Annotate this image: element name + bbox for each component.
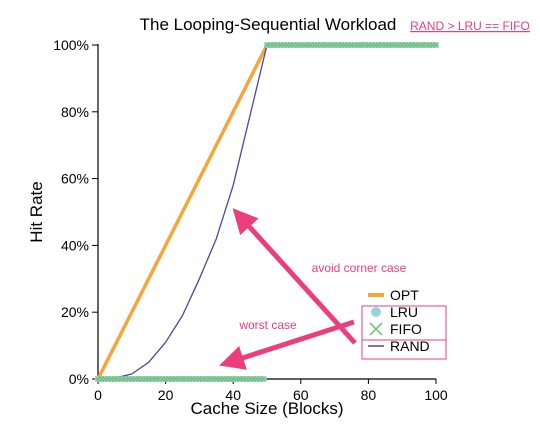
y-tick-label: 0% — [69, 371, 89, 387]
x-tick-label: 20 — [158, 387, 174, 403]
y-tick-label: 20% — [61, 304, 89, 320]
legend-label-fifo: FIFO — [390, 321, 422, 337]
x-tick-label: 100 — [424, 387, 448, 403]
legend-label-rand: RAND — [390, 338, 430, 354]
annotation-top-note: RAND > LRU == FIFO — [410, 19, 530, 33]
y-tick-label: 100% — [53, 37, 89, 53]
legend-label-lru: LRU — [390, 304, 418, 320]
y-tick-label: 80% — [61, 104, 89, 120]
x-tick-label: 40 — [225, 387, 241, 403]
y-axis-title: Hit Rate — [27, 181, 46, 242]
point-fifo — [433, 42, 439, 48]
y-tick-group: 0% 20% 40% 60% 80% 100% — [53, 37, 98, 387]
annotation-avoid-corner-case: avoid corner case — [312, 261, 407, 275]
x-tick-label: 60 — [293, 387, 309, 403]
point-fifo — [260, 376, 267, 382]
y-tick-label: 60% — [61, 171, 89, 187]
legend-swatch-fifo — [369, 322, 383, 336]
legend-label-opt: OPT — [390, 287, 419, 303]
annotation-worst-case: worst case — [238, 318, 297, 332]
series-layer — [95, 42, 439, 382]
legend-highlight-box-rand — [361, 339, 447, 360]
legend-swatch-lru — [371, 307, 381, 317]
annotation-arrow-worst — [219, 319, 355, 370]
x-tick-label: 0 — [94, 387, 102, 403]
y-tick-label: 40% — [61, 237, 89, 253]
x-axis-title: Cache Size (Blocks) — [190, 399, 343, 418]
annotation-arrow-avoid — [232, 208, 357, 345]
chart-title: The Looping-Sequential Workload — [140, 15, 397, 34]
x-tick-label: 80 — [361, 387, 377, 403]
